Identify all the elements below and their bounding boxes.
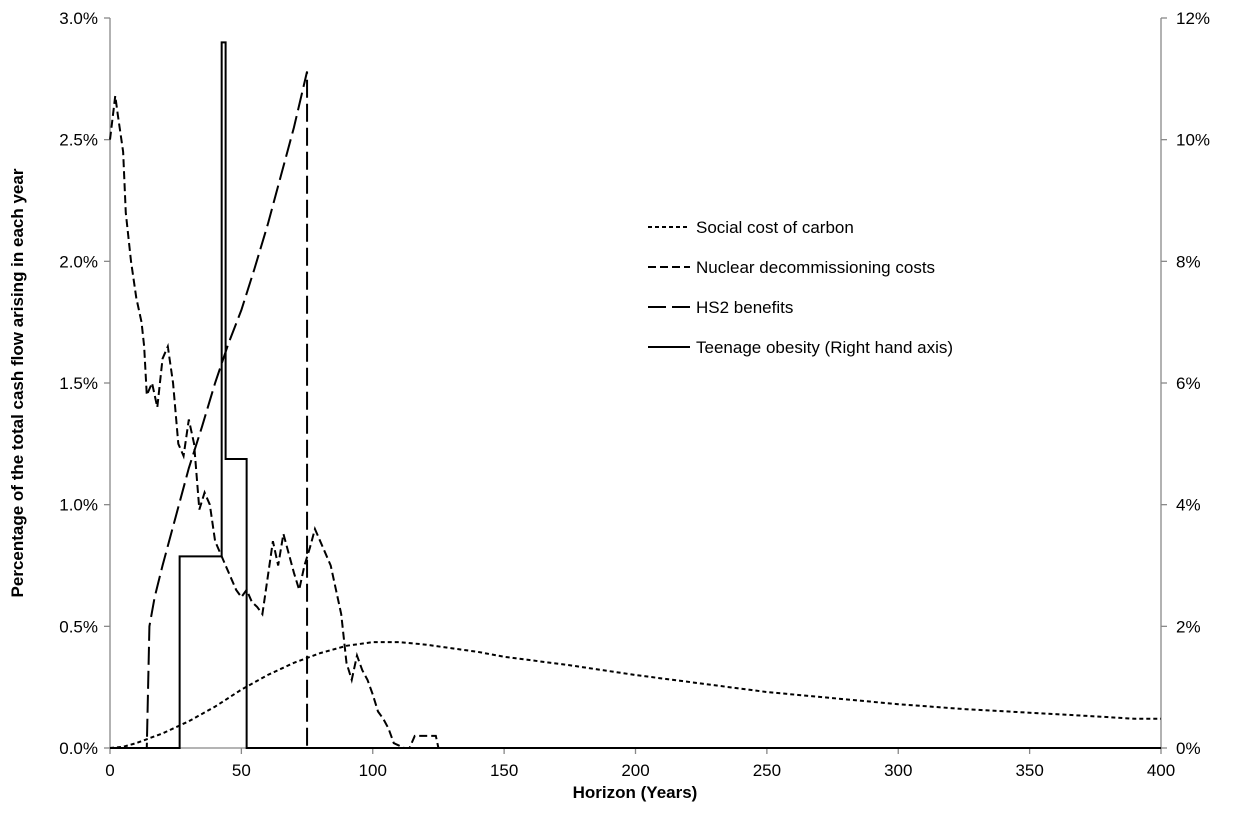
x-tick-label: 100 (359, 761, 387, 780)
series-line-3 (110, 71, 1161, 749)
y-right-tick-label: 6% (1176, 374, 1201, 393)
x-tick-label: 50 (232, 761, 251, 780)
legend: Social cost of carbon Nuclear decommissio… (648, 218, 953, 357)
x-axis-title: Horizon (Years) (573, 783, 698, 802)
y-left-tick-label: 0.0% (59, 739, 98, 758)
y-left-tick-label: 0.5% (59, 617, 98, 636)
series-line-1 (109, 641, 1161, 749)
y-right-tick-label: 2% (1176, 617, 1201, 636)
y-right-tick-label: 8% (1176, 252, 1201, 271)
y-right-tick-label: 12% (1176, 9, 1210, 28)
y-left-tick-label: 3.0% (59, 9, 98, 28)
x-tick-label: 0 (105, 761, 114, 780)
axes (109, 18, 1162, 749)
y-right-tick-label: 10% (1176, 131, 1210, 150)
x-tick-label: 300 (884, 761, 912, 780)
x-tick-label: 350 (1015, 761, 1043, 780)
x-tick-label: 400 (1147, 761, 1175, 780)
y-axis-title: Percentage of the total cash flow arisin… (8, 168, 27, 597)
y-right-tick-label: 0% (1176, 739, 1201, 758)
y-left-tick-label: 1.5% (59, 374, 98, 393)
series-line-2 (109, 95, 1161, 749)
legend-label-2: Nuclear decommissioning costs (696, 258, 935, 277)
ticks: 0 50 100 150 200 250 300 350 400 0.0% 0.5% 1.0% 1.5%… (59, 9, 1210, 780)
y-right-tick-label: 4% (1176, 496, 1201, 515)
series-line-4 (110, 41, 1161, 749)
y-left-tick-label: 1.0% (59, 496, 98, 515)
series-layer (109, 41, 1161, 749)
x-tick-label: 250 (753, 761, 781, 780)
x-tick-label: 150 (490, 761, 518, 780)
legend-label-4: Teenage obesity (Right hand axis) (696, 338, 953, 357)
y-left-tick-label: 2.0% (59, 252, 98, 271)
legend-label-1: Social cost of carbon (696, 218, 854, 237)
y-left-tick-label: 2.5% (59, 131, 98, 150)
legend-label-3: HS2 benefits (696, 298, 793, 317)
x-tick-label: 200 (621, 761, 649, 780)
